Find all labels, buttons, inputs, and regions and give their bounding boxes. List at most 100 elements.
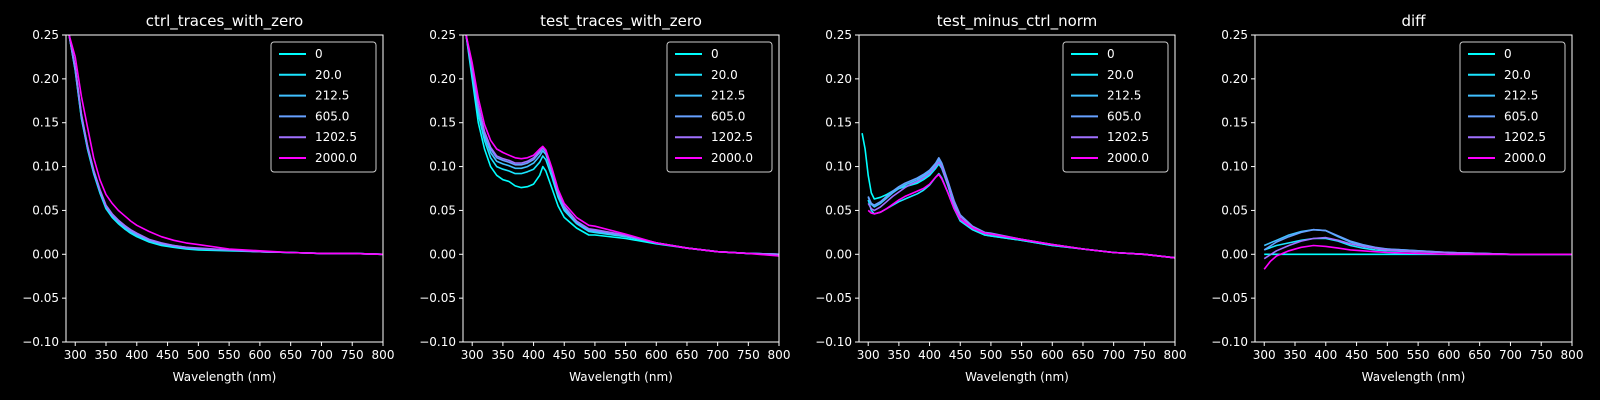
series-line-6 (465, 35, 779, 257)
legend-entry: 605.0 (1107, 109, 1141, 123)
legend-entry: 212.5 (711, 89, 745, 103)
chart-panel-4: diff 300 350 400 450 500 550 600 650 700 750 800 −0.… (1211, 12, 1583, 384)
x-tick-label: 550 (1407, 348, 1430, 362)
x-tick-label: 300 (1253, 348, 1276, 362)
y-tick-label: −0.05 (1211, 291, 1248, 305)
legend-entry: 1202.5 (1504, 130, 1546, 144)
y-tick-label: −0.05 (815, 291, 852, 305)
y-tick-label: 0.20 (32, 72, 59, 86)
y-tick-label: 0.05 (429, 203, 456, 217)
x-tick-label: 650 (1468, 348, 1491, 362)
x-tick-label: 800 (372, 348, 395, 362)
legend: 0 20.0 212.5 605.0 1202.5 2000.0 (1062, 41, 1169, 173)
axes-frame (65, 34, 384, 343)
chart-title: test_minus_ctrl_norm (937, 12, 1098, 31)
x-tick-label: 450 (156, 348, 179, 362)
x-tick-label: 600 (248, 348, 271, 362)
x-tick-label: 700 (310, 348, 333, 362)
chart-panel-1: ctrl_traces_with_zero 300 350 400 450 500 550 6… (22, 12, 394, 384)
series-group (861, 133, 1175, 259)
legend-entry: 1202.5 (315, 130, 357, 144)
legend-entry: 20.0 (1107, 68, 1134, 82)
chart-title: diff (1401, 12, 1426, 30)
axes-frame (1254, 34, 1573, 343)
chart-title: ctrl_traces_with_zero (146, 12, 303, 31)
series-group (68, 35, 383, 256)
legend-entry: 212.5 (1504, 89, 1538, 103)
legend-entry: 20.0 (315, 68, 342, 82)
y-tick-label: 0.15 (429, 116, 456, 130)
legend-entry: 20.0 (711, 68, 738, 82)
x-tick-label: 600 (1437, 348, 1460, 362)
x-tick-label: 650 (676, 348, 699, 362)
chart-panel-2: test_traces_with_zero 300 350 400 450 500 550 6… (419, 12, 790, 384)
legend-entry: 605.0 (711, 109, 745, 123)
y-tick-label: 0.05 (1221, 203, 1248, 217)
x-tick-label: 450 (553, 348, 576, 362)
y-tick-label: 0.15 (1221, 116, 1248, 130)
x-tick-label: 350 (491, 348, 514, 362)
x-tick-label: 700 (1499, 348, 1522, 362)
legend-entry: 1202.5 (1107, 130, 1149, 144)
x-tick-label: 750 (737, 348, 760, 362)
y-tick-label: 0.05 (825, 203, 852, 217)
series-line-5 (867, 161, 1175, 259)
y-tick-label: 0.10 (429, 160, 456, 174)
y-tick-label: 0.15 (825, 116, 852, 130)
x-tick-label: 400 (918, 348, 941, 362)
chart-panel-3: test_minus_ctrl_norm 300 350 400 450 500 550 60… (815, 12, 1186, 384)
series-line-1 (465, 35, 779, 256)
legend-entry: 0 (315, 47, 323, 61)
legend-entry: 20.0 (1504, 68, 1531, 82)
y-tick-label: 0.00 (825, 247, 852, 261)
y-tick-label: 0.10 (32, 160, 59, 174)
y-tick-label: 0.25 (825, 28, 852, 42)
x-axis-label: Wavelength (nm) (1362, 370, 1466, 384)
x-tick-label: 300 (64, 348, 87, 362)
y-tick-label: 0.25 (1221, 28, 1248, 42)
x-tick-label: 800 (768, 348, 791, 362)
x-tick-label: 650 (279, 348, 302, 362)
y-tick-label: 0.20 (429, 72, 456, 86)
x-tick-label: 300 (461, 348, 484, 362)
x-tick-label: 700 (706, 348, 729, 362)
y-tick-label: −0.10 (815, 335, 852, 349)
x-tick-label: 500 (979, 348, 1002, 362)
x-tick-label: 300 (857, 348, 880, 362)
x-tick-label: 750 (1133, 348, 1156, 362)
y-tick-label: −0.05 (419, 291, 456, 305)
y-tick-label: 0.20 (825, 72, 852, 86)
x-tick-label: 350 (1284, 348, 1307, 362)
x-axis-label: Wavelength (nm) (173, 370, 277, 384)
x-tick-label: 400 (125, 348, 148, 362)
legend-entry: 212.5 (315, 89, 349, 103)
legend-entry: 0 (1504, 47, 1512, 61)
y-tick-label: −0.10 (22, 335, 59, 349)
y-tick-label: 0.10 (1221, 160, 1248, 174)
y-tick-label: −0.10 (1211, 335, 1248, 349)
series-line-4 (1263, 228, 1572, 256)
y-tick-label: 0.00 (429, 247, 456, 261)
x-tick-label: 550 (218, 348, 241, 362)
series-group (465, 35, 779, 257)
x-tick-label: 600 (645, 348, 668, 362)
y-tick-label: 0.25 (429, 28, 456, 42)
chart-title: test_traces_with_zero (540, 12, 702, 31)
legend-entry: 1202.5 (711, 130, 753, 144)
series-line-6 (1263, 244, 1572, 270)
legend-entry: 2000.0 (711, 151, 753, 165)
legend-entry: 605.0 (315, 109, 349, 123)
x-tick-label: 750 (341, 348, 364, 362)
x-tick-label: 400 (1314, 348, 1337, 362)
x-tick-label: 550 (614, 348, 637, 362)
legend-entry: 212.5 (1107, 89, 1141, 103)
x-tick-label: 600 (1041, 348, 1064, 362)
x-tick-label: 550 (1010, 348, 1033, 362)
series-line-4 (867, 157, 1175, 259)
x-tick-label: 700 (1102, 348, 1125, 362)
y-tick-label: 0.20 (1221, 72, 1248, 86)
x-axis-label: Wavelength (nm) (569, 370, 673, 384)
axes-frame (462, 34, 780, 343)
legend-entry: 2000.0 (1107, 151, 1149, 165)
